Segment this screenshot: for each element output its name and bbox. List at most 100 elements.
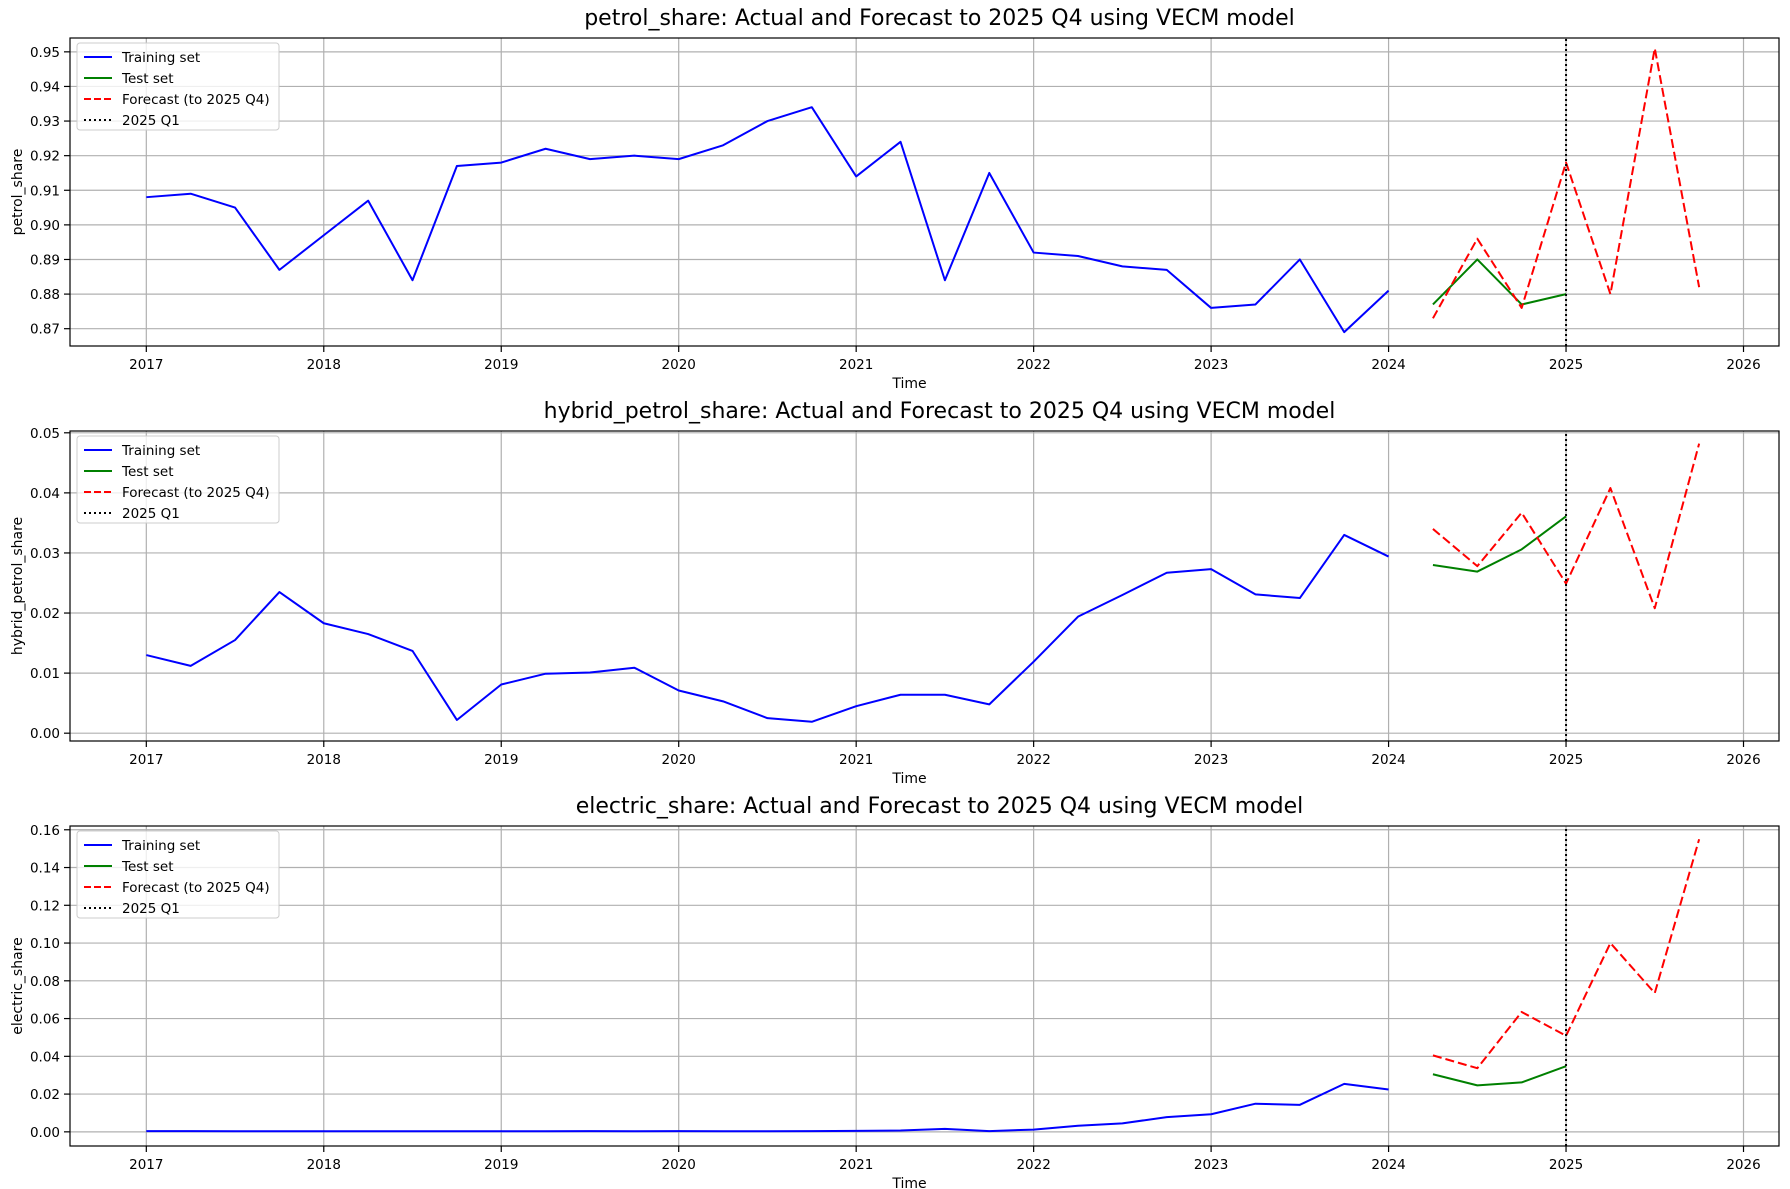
- x-tick-label: 2021: [839, 357, 873, 373]
- subplot-2: 2017 2018 2019 2020 2021 2022 2023 2024 2025 2026…: [10, 399, 1780, 787]
- x-tick-label: 2022: [1016, 752, 1050, 768]
- y-tick-label: 0.02: [30, 1087, 60, 1103]
- x-axis-label: Time: [891, 771, 926, 787]
- series-line-1: [146, 106, 1390, 334]
- series-line-3: [1432, 443, 1701, 610]
- series-line-3: [1432, 47, 1701, 319]
- y-tick-label: 0.01: [30, 666, 60, 682]
- legend: Training set Test set Forecast (to 2025 Q4…: [76, 42, 280, 131]
- grid: [70, 826, 1779, 1146]
- legend-box: [76, 435, 280, 524]
- y-tick-label: 0.04: [30, 1049, 60, 1065]
- x-tick-label: 2017: [129, 357, 163, 373]
- legend-label: Training set: [121, 443, 200, 459]
- grid: [70, 431, 1779, 741]
- series-line-1: [146, 533, 1390, 723]
- y-tick-label: 0.12: [30, 898, 60, 914]
- series-line-1: [146, 1082, 1389, 1133]
- y-tick-label: 0.87: [30, 322, 60, 338]
- x-tick-label: 2021: [839, 752, 873, 768]
- y-tick-label: 0.90: [30, 218, 60, 234]
- x-tick-label: 2019: [484, 1157, 518, 1173]
- x-tick-label: 2023: [1194, 1157, 1228, 1173]
- y-tick-label: 0.14: [30, 861, 60, 877]
- legend: Training set Test set Forecast (to 2025 Q4…: [76, 830, 280, 919]
- y-tick-label: 0.95: [30, 45, 60, 61]
- y-tick-label: 0.00: [30, 726, 60, 742]
- x-tick-label: 2020: [662, 1157, 696, 1173]
- y-tick-label: 0.08: [30, 974, 60, 990]
- chart-title: petrol_share: Actual and Forecast to 202…: [584, 6, 1295, 31]
- legend-label: Training set: [121, 838, 200, 854]
- y-tick-label: 0.03: [30, 546, 60, 562]
- legend-label: Forecast (to 2025 Q4): [122, 880, 270, 896]
- y-tick-label: 0.94: [30, 79, 60, 95]
- chart-title: electric_share: Actual and Forecast to 2…: [576, 794, 1304, 819]
- y-tick-label: 0.00: [30, 1125, 60, 1141]
- x-tick-label: 2018: [307, 1157, 341, 1173]
- legend-box: [76, 830, 280, 919]
- legend-label: Forecast (to 2025 Q4): [122, 485, 270, 501]
- x-tick-label: 2023: [1194, 752, 1228, 768]
- x-tick-label: 2026: [1726, 357, 1760, 373]
- legend-box: [76, 42, 280, 131]
- x-tick-label: 2022: [1016, 1157, 1050, 1173]
- x-tick-label: 2017: [129, 752, 163, 768]
- x-tick-label: 2022: [1016, 357, 1050, 373]
- legend-label: Test set: [121, 464, 174, 480]
- y-tick-label: 0.93: [30, 114, 60, 130]
- x-tick-label: 2021: [839, 1157, 873, 1173]
- y-tick-label: 0.91: [30, 183, 60, 199]
- legend-label: Forecast (to 2025 Q4): [122, 92, 270, 108]
- legend-label: 2025 Q1: [122, 901, 180, 917]
- x-tick-label: 2024: [1371, 357, 1405, 373]
- x-tick-label: 2025: [1549, 752, 1583, 768]
- legend-label: Test set: [121, 859, 174, 875]
- x-tick-label: 2017: [129, 1157, 163, 1173]
- y-axis-label: petrol_share: [10, 149, 26, 236]
- x-tick-label: 2024: [1371, 1157, 1405, 1173]
- y-tick-label: 0.92: [30, 149, 60, 165]
- chart-title: hybrid_petrol_share: Actual and Forecast…: [544, 399, 1336, 424]
- legend-label: 2025 Q1: [122, 113, 180, 129]
- y-tick-label: 0.04: [30, 486, 60, 502]
- x-tick-label: 2018: [307, 752, 341, 768]
- x-tick-label: 2026: [1726, 752, 1760, 768]
- x-tick-label: 2023: [1194, 357, 1228, 373]
- y-tick-label: 0.16: [30, 823, 60, 839]
- legend-label: Test set: [121, 71, 174, 87]
- x-axis-label: Time: [891, 376, 926, 392]
- series-line-2: [1432, 515, 1567, 573]
- y-tick-label: 0.89: [30, 252, 60, 268]
- grid: [70, 38, 1779, 346]
- y-axis-label: electric_share: [10, 937, 26, 1034]
- x-tick-label: 2025: [1549, 357, 1583, 373]
- series-line-2: [1432, 1065, 1567, 1087]
- subplot-3: 2017 2018 2019 2020 2021 2022 2023 2024 2025 2026…: [10, 794, 1780, 1189]
- series-line-3: [1432, 838, 1701, 1070]
- axes-frame: [69, 825, 1780, 1147]
- x-axis-label: Time: [891, 1176, 926, 1189]
- series-line-2: [1432, 258, 1567, 306]
- x-tick-label: 2018: [307, 357, 341, 373]
- y-tick-label: 0.06: [30, 1012, 60, 1028]
- x-tick-label: 2019: [484, 752, 518, 768]
- y-tick-label: 0.88: [30, 287, 60, 303]
- legend-label: Training set: [121, 50, 200, 66]
- x-tick-label: 2019: [484, 357, 518, 373]
- x-tick-label: 2020: [662, 357, 696, 373]
- legend-label: 2025 Q1: [122, 506, 180, 522]
- y-axis-label: hybrid_petrol_share: [10, 517, 26, 655]
- x-tick-label: 2024: [1371, 752, 1405, 768]
- y-tick-label: 0.10: [30, 936, 60, 952]
- x-tick-label: 2025: [1549, 1157, 1583, 1173]
- y-tick-label: 0.05: [30, 426, 60, 442]
- y-tick-label: 0.02: [30, 606, 60, 622]
- axes-frame: [69, 37, 1780, 347]
- axes-frame: [69, 430, 1780, 742]
- legend: Training set Test set Forecast (to 2025 Q4…: [76, 435, 280, 524]
- x-tick-label: 2020: [662, 752, 696, 768]
- x-tick-label: 2026: [1726, 1157, 1760, 1173]
- subplot-1: 2017 2018 2019 2020 2021 2022 2023 2024 2025 2026…: [10, 6, 1780, 392]
